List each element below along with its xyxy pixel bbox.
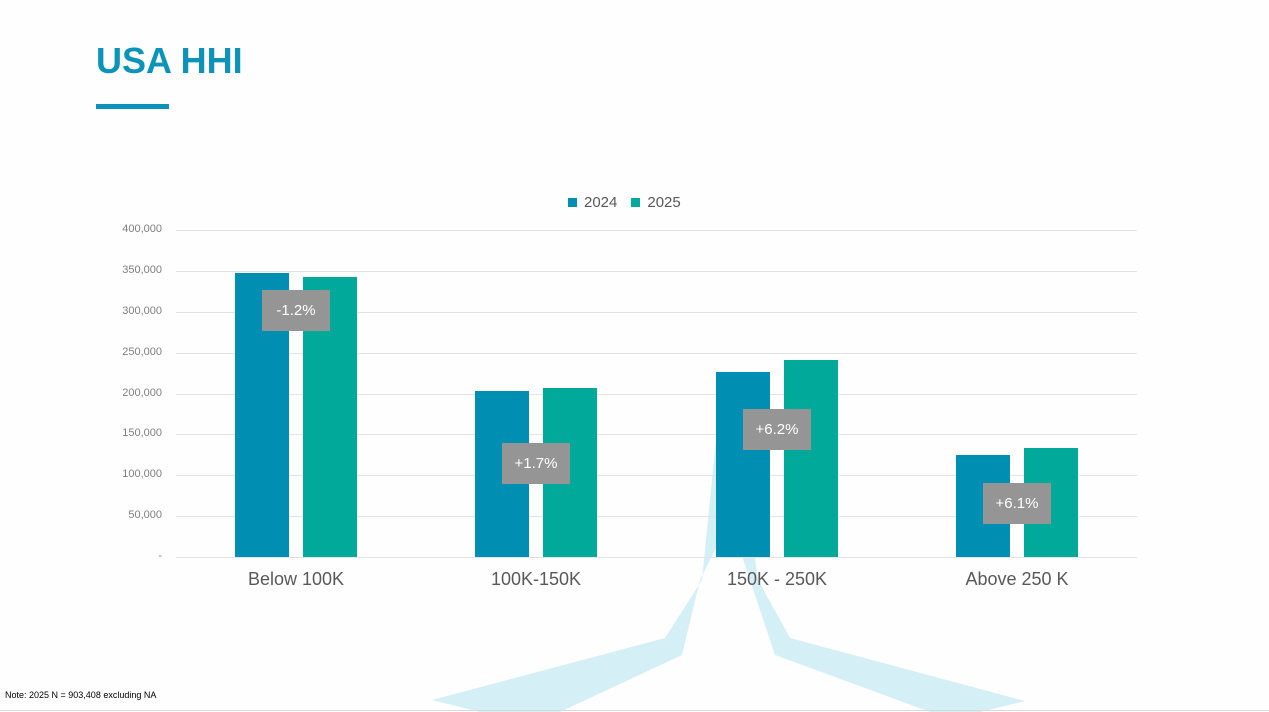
gridline — [176, 230, 1137, 231]
gridline — [176, 434, 1137, 436]
legend-label: 2024 — [584, 194, 618, 211]
page-title: USA HHI — [96, 40, 243, 81]
change-label: -1.2% — [262, 290, 330, 331]
gridline — [176, 393, 1137, 395]
y-tick-label: - — [158, 550, 162, 562]
legend-label: 2025 — [647, 194, 681, 211]
change-label: +1.7% — [502, 443, 570, 484]
x-tick-label: 100K-150K — [490, 569, 582, 589]
y-tick-label: 150,000 — [122, 427, 162, 440]
gridline — [176, 516, 1137, 518]
legend-item-2024: 2024 — [568, 194, 617, 211]
y-tick-label: 300,000 — [122, 304, 162, 317]
chart-legend: 2024 2025 — [568, 194, 681, 211]
legend-item-2025: 2025 — [631, 194, 681, 211]
footnote: Note: 2025 N = 903,408 excluding NA — [5, 690, 157, 700]
change-label: +6.2% — [743, 409, 811, 450]
legend-swatch-2025-icon — [631, 198, 641, 207]
gridline — [176, 270, 1137, 272]
x-tick-label: Below 100K — [247, 569, 345, 589]
gridline — [176, 311, 1137, 313]
bar-2025 — [784, 359, 838, 557]
gridline — [176, 352, 1137, 354]
y-tick-label: 350,000 — [122, 263, 162, 276]
legend-swatch-2024-icon — [568, 198, 577, 207]
gridline — [176, 557, 1137, 558]
y-tick-label: 50,000 — [128, 509, 162, 522]
change-label: +6.1% — [983, 483, 1051, 524]
y-tick-label: 250,000 — [122, 345, 162, 358]
y-tick-label: 200,000 — [122, 386, 162, 399]
y-tick-label: 400,000 — [122, 223, 162, 235]
y-tick-label: 100,000 — [122, 468, 162, 481]
gridline — [176, 475, 1137, 477]
x-tick-label: Above 250 K — [965, 569, 1069, 589]
x-tick-label: 150K - 250K — [726, 569, 828, 589]
footer-divider — [0, 710, 1269, 711]
title-underline — [96, 104, 169, 109]
bar-2024 — [716, 372, 770, 557]
